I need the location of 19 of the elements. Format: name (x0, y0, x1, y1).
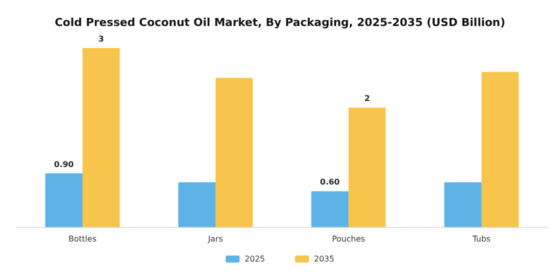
legend-label: 2025 (244, 254, 265, 264)
bar (311, 191, 348, 227)
bar (348, 108, 386, 227)
bar (444, 182, 482, 227)
bar (216, 78, 253, 227)
x-tick-label: Tubs (472, 234, 490, 244)
x-tick-label: Jars (207, 234, 223, 244)
data-label: 0.90 (54, 160, 74, 169)
data-label: 0.60 (320, 178, 340, 187)
bar (482, 72, 519, 227)
chart-title: Cold Pressed Coconut Oil Market, By Packaging, 2025-2035 (USD Billion) (54, 16, 506, 29)
x-tick-label: Pouches (332, 234, 366, 244)
data-label: 2 (364, 94, 370, 104)
legend-label: 2035 (314, 254, 334, 264)
bar (82, 48, 120, 227)
bar (178, 182, 216, 227)
bar (45, 173, 82, 227)
x-tick-label: Bottles (68, 234, 96, 244)
data-label: 3 (98, 34, 104, 44)
